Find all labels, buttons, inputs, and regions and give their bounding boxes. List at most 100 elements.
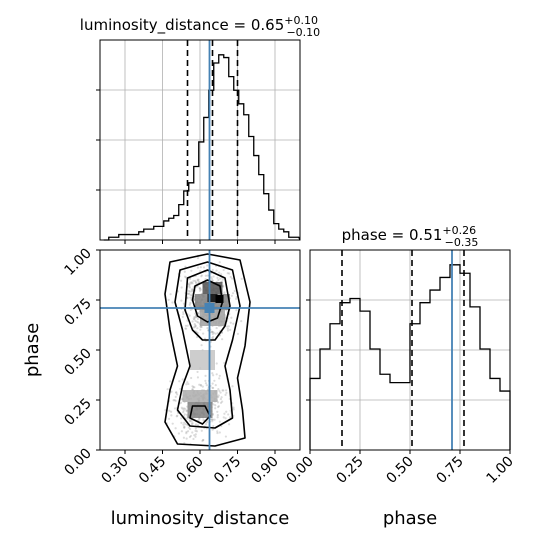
scatter-point [194, 429, 197, 432]
scatter-point [222, 268, 225, 272]
scatter-point [174, 399, 177, 402]
scatter-point [191, 289, 194, 292]
scatter-point [200, 325, 203, 329]
scatter-point [182, 423, 185, 426]
scatter-point [189, 290, 192, 293]
scatter-point [180, 430, 183, 433]
joint-panel: 0.30 0.45 0.60 0.75 0.900.000.250.500.751.00… [22, 246, 301, 529]
top-hist-title: luminosity_distance = 0.65+0.10 −0.10 [80, 14, 320, 39]
scatter-point [215, 269, 218, 272]
scatter-point [214, 332, 217, 335]
scatter-point [184, 324, 187, 327]
scatter-point [189, 434, 193, 438]
scatter-point [191, 320, 194, 323]
joint-density-peak [215, 295, 224, 303]
scatter-point [170, 390, 173, 393]
scatter-point [220, 273, 223, 276]
scatter-point [190, 281, 193, 284]
scatter-point [200, 274, 204, 277]
scatter-point [181, 407, 184, 410]
scatter-point [189, 281, 192, 284]
scatter-point [183, 425, 186, 428]
scatter-point [199, 383, 202, 387]
scatter-point [188, 292, 191, 295]
scatter-point [192, 437, 195, 441]
scatter-point [218, 374, 221, 377]
scatter-point [167, 417, 171, 420]
scatter-point [182, 311, 185, 314]
scatter-point [229, 321, 232, 324]
scatter-point [220, 331, 224, 334]
scatter-point [199, 270, 202, 273]
scatter-point [204, 379, 207, 382]
scatter-point [185, 327, 188, 330]
scatter-point [169, 293, 172, 296]
scatter-point [171, 422, 174, 425]
scatter-point [216, 276, 219, 279]
scatter-point [227, 423, 231, 426]
scatter-point [198, 289, 202, 292]
scatter-point [215, 326, 218, 330]
scatter-point [188, 420, 192, 423]
scatter-point [189, 293, 192, 297]
scatter-point [184, 327, 187, 330]
scatter-point [216, 416, 219, 419]
scatter-point [190, 420, 193, 423]
scatter-point [193, 325, 197, 328]
scatter-point [195, 335, 199, 339]
scatter-point [229, 328, 232, 332]
scatter-point [197, 278, 200, 281]
scatter-point [191, 385, 194, 388]
scatter-point [194, 435, 197, 438]
scatter-point [191, 422, 194, 425]
joint-x-tick-label: 0.45 [136, 454, 169, 487]
scatter-point [204, 423, 208, 426]
joint-x-tick-label: 0.75 [211, 454, 244, 487]
scatter-point [224, 435, 227, 438]
scatter-point [174, 391, 178, 394]
scatter-point [182, 313, 185, 316]
scatter-point [234, 297, 238, 301]
scatter-point [199, 325, 202, 328]
scatter-point [188, 286, 192, 289]
scatter-point [221, 400, 224, 403]
scatter-point [217, 405, 220, 408]
scatter-point [211, 330, 214, 334]
scatter-point [224, 417, 227, 420]
scatter-point [210, 330, 214, 333]
scatter-point [198, 417, 201, 420]
scatter-point [200, 429, 203, 432]
scatter-point [206, 274, 209, 277]
joint-y-tick-label: 0.25 [61, 396, 94, 429]
scatter-point [200, 344, 203, 347]
scatter-point [210, 276, 213, 279]
scatter-point [223, 291, 226, 294]
scatter-point [185, 409, 188, 412]
scatter-point [172, 399, 175, 402]
scatter-point [204, 274, 207, 277]
scatter-point [183, 413, 186, 416]
scatter-point [185, 437, 188, 440]
density-contour [174, 261, 241, 429]
scatter-point [219, 397, 222, 401]
scatter-point [220, 396, 223, 399]
scatter-point [214, 384, 217, 387]
scatter-point [190, 290, 194, 293]
scatter-point [221, 389, 224, 392]
scatter-point [210, 418, 214, 421]
scatter-point [193, 386, 196, 389]
scatter-point [196, 370, 199, 374]
density-contour [164, 253, 251, 447]
scatter-point [222, 416, 225, 419]
scatter-point [232, 322, 235, 325]
scatter-point [191, 288, 194, 291]
scatter-point [194, 280, 197, 284]
scatter-point [186, 430, 190, 433]
scatter-point [198, 280, 201, 284]
scatter-point [217, 388, 220, 391]
scatter-point [212, 374, 215, 377]
scatter-point [178, 380, 181, 383]
scatter-point [210, 330, 213, 334]
scatter-point [186, 381, 189, 384]
scatter-point [185, 430, 188, 434]
